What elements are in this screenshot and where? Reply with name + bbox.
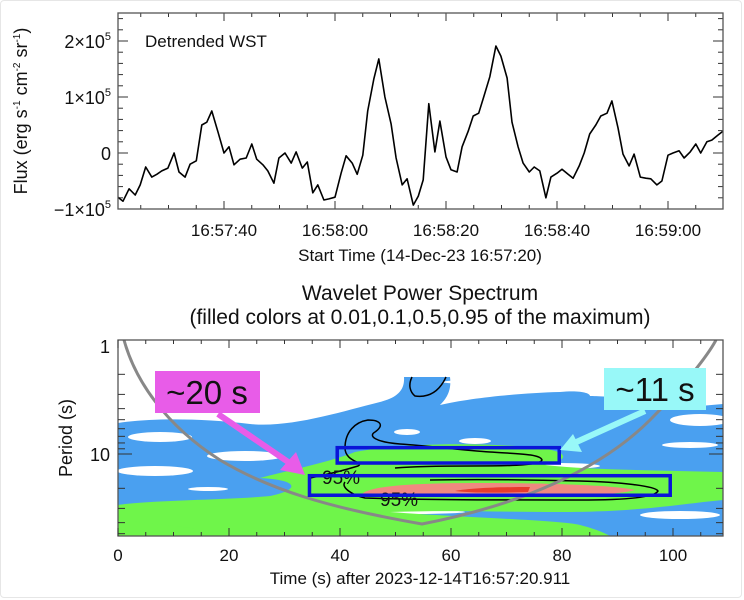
top-y-tick-label: 1×105: [64, 87, 111, 108]
callout-20s-arrow-shaft: [216, 411, 296, 469]
significance-contour-upper: [409, 376, 447, 398]
top-y-tick-label: −1×105: [54, 199, 111, 220]
wavelet-x-tick-label: 40: [331, 546, 350, 565]
wavelet-y-tick-label: 1: [100, 337, 110, 357]
wavelet-y-tick-labels: 1 10: [90, 337, 110, 465]
callout-11s-label: ~11 s: [615, 371, 694, 408]
wavelet-subtitle: (filled colors at 0.01,0.1,0.5,0.95 of t…: [189, 306, 650, 329]
wavelet-plot-frame: [117, 339, 724, 537]
contour-level-0.1-lower: [118, 520, 250, 536]
top-y-tick-label: 0: [101, 144, 111, 164]
wavelet-x-tick-label: 100: [659, 546, 687, 565]
light-curve-series: [117, 45, 724, 206]
top-x-tick-label: 16:58:20: [413, 221, 479, 240]
wavelet-x-tick-label: 0: [113, 546, 122, 565]
wavelet-title: Wavelet Power Spectrum: [302, 282, 538, 305]
significance-contour-main: [309, 419, 659, 501]
wavelet-x-ticks: [117, 340, 702, 536]
callout-20s-label: ~20 s: [166, 374, 248, 411]
significance-label-upper: 95%: [322, 468, 360, 489]
top-y-tick-labels: 2×105 1×105 0 −1×105: [54, 31, 111, 220]
callout-11s: ~11 s: [560, 368, 706, 452]
top-x-tick-label: 16:58:00: [302, 221, 368, 240]
top-x-ticks: [140, 13, 697, 209]
top-x-tick-label: 16:59:00: [635, 221, 701, 240]
top-x-axis-label: Start Time (14-Dec-23 16:57:20): [298, 246, 542, 265]
callout-11s-arrow-head-icon: [560, 434, 582, 452]
callout-11s-box: [604, 368, 706, 410]
top-x-tick-label: 16:58:40: [524, 221, 590, 240]
wavelet-x-tick-labels: 0 20 40 60 80 100: [113, 546, 687, 565]
contour-level-0.95: [455, 487, 530, 493]
significance-label-lower: 95%: [380, 490, 418, 511]
highlight-boxes: [307, 445, 672, 497]
wavelet-y-axis-label: Period (s): [56, 399, 76, 477]
wavelet-x-axis-label: Time (s) after 2023-12-14T16:57:20.911: [270, 569, 571, 588]
highlight-box-upper: [335, 445, 561, 465]
callout-20s: ~20 s: [155, 371, 305, 475]
wavelet-x-tick-label: 60: [442, 546, 461, 565]
wavelet-x-tick-label: 80: [553, 546, 572, 565]
light-curve-annotation: Detrended WST: [145, 32, 267, 51]
wavelet-y-tick-label: 10: [90, 445, 110, 465]
light-curve-plot: Detrended WST 16:57:40 16:58:00 16:58:20 16…: [11, 12, 724, 265]
wavelet-x-tick-label: 20: [220, 546, 239, 565]
top-y-ticks: [118, 18, 723, 210]
callout-11s-arrow-shaft: [570, 408, 647, 447]
top-x-tick-labels: 16:57:40 16:58:00 16:58:20 16:58:40 16:59:00: [191, 221, 701, 240]
highlight-box-lower: [307, 473, 672, 497]
top-plot-frame: [117, 12, 724, 210]
callout-20s-arrow-head-icon: [280, 452, 305, 475]
top-y-tick-label: 2×105: [64, 31, 111, 52]
top-y-axis-label: Flux (erg s-1 cm-2 sr-1): [11, 28, 31, 195]
top-x-tick-label: 16:57:40: [191, 221, 257, 240]
wavelet-y-ticks: [118, 373, 723, 535]
callout-20s-box: [155, 371, 260, 413]
